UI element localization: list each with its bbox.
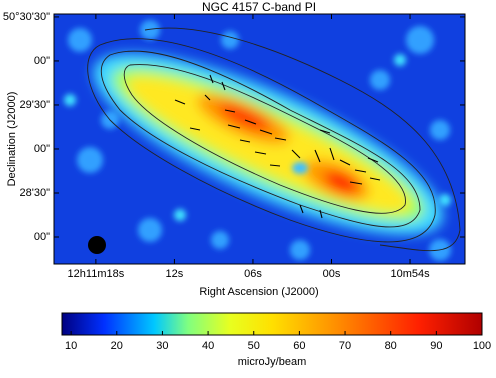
colorbar-tick-label: 30 xyxy=(156,340,168,352)
colorbar-tick-label: 10 xyxy=(65,340,77,352)
x-tick-label: 12h11m18s xyxy=(68,268,125,280)
colorbar-tick-label: 80 xyxy=(385,340,397,352)
y-tick-label: 00" xyxy=(34,231,50,243)
x-axis-label: Right Ascension (J2000) xyxy=(199,286,318,298)
x-tick-label: 06s xyxy=(244,268,262,280)
beam xyxy=(88,236,106,254)
y-tick-label: 29'30" xyxy=(20,99,51,111)
y-axis-label: Declination (J2000) xyxy=(6,92,18,187)
x-tick-label: 00s xyxy=(323,268,341,280)
colorbar-tick-label: 20 xyxy=(111,340,123,352)
x-tick-label: 12s xyxy=(166,268,184,280)
colorbar-tick-label: 60 xyxy=(293,340,305,352)
colorbar-tick-label: 40 xyxy=(202,340,214,352)
colorbar xyxy=(61,312,483,336)
map xyxy=(54,14,465,264)
x-tick-label: 10m54s xyxy=(390,268,430,280)
y-tick-label: 00" xyxy=(34,143,50,155)
colorbar-tick-label: 70 xyxy=(339,340,351,352)
y-tick-label: 28'30" xyxy=(20,187,51,199)
colorbar-label: microJy/beam xyxy=(238,356,306,368)
y-tick-label: 00" xyxy=(34,55,50,67)
colorbar-tick-label: 90 xyxy=(430,340,442,352)
y-tick-label: 50°30'30" xyxy=(3,11,50,23)
chart-title: NGC 4157 C-band PI xyxy=(202,0,316,14)
colorbar-tick-label: 100 xyxy=(473,340,491,352)
plot-frame xyxy=(53,13,466,265)
colorbar-tick-label: 50 xyxy=(248,340,260,352)
